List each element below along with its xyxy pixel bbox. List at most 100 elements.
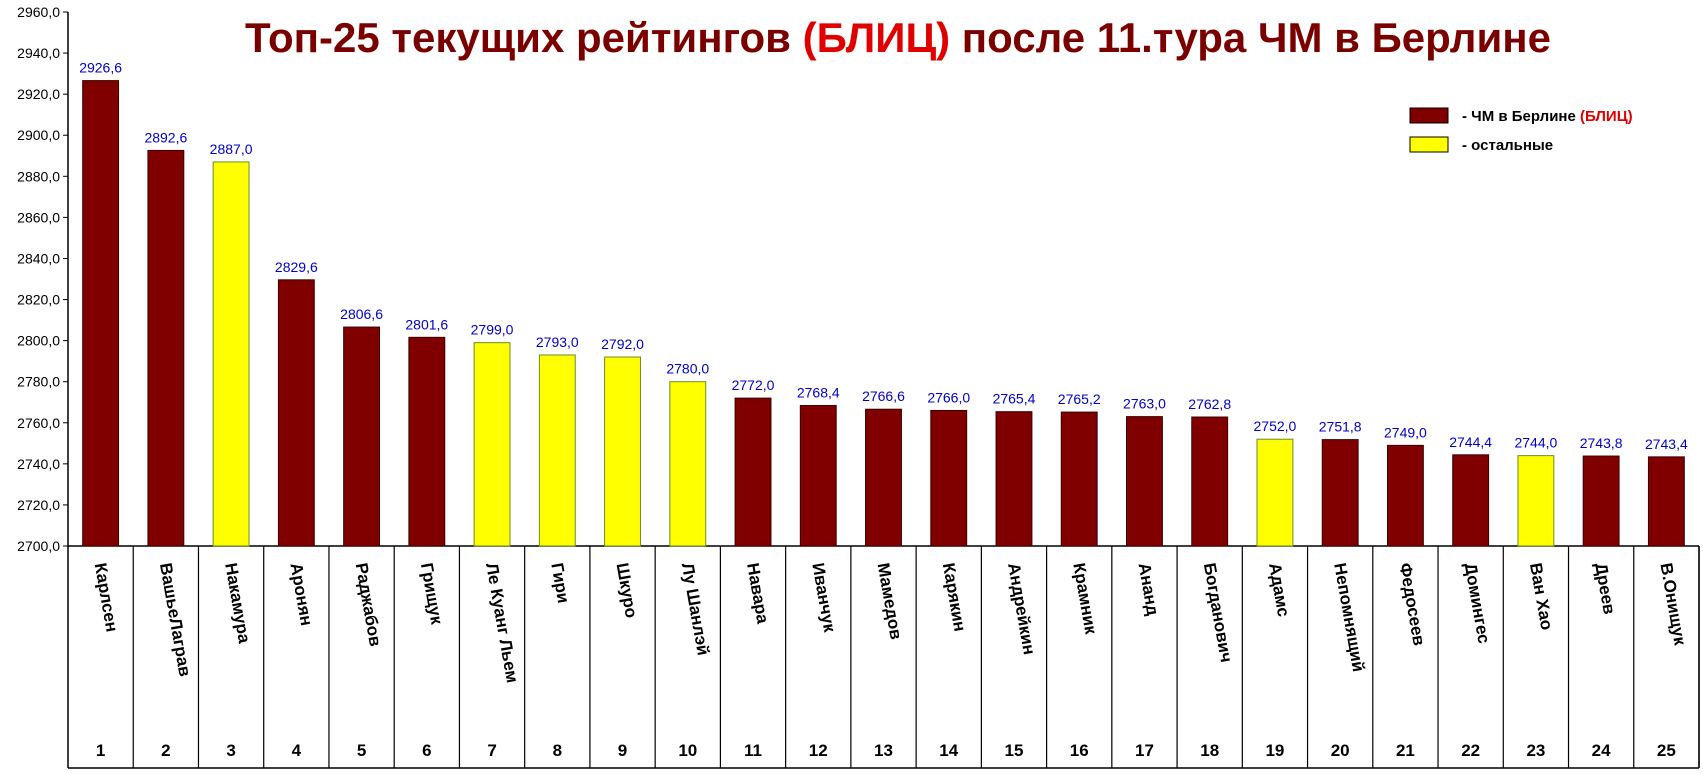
value-label-1: 2926,6 [79, 60, 122, 76]
rank-label-18: 18 [1200, 741, 1219, 760]
value-label-15: 2765,4 [993, 391, 1036, 407]
category-label-19: Адамс [1265, 561, 1293, 618]
y-tick-label: 2740,0 [17, 456, 60, 472]
bar-10 [669, 381, 707, 547]
category-label-16: Крамник [1069, 561, 1100, 636]
rank-label-8: 8 [553, 741, 562, 760]
category-table: Карлсен 1 ВашьеЛаграв 2 Накамура 3 Аронян 4 Радж… [68, 546, 1700, 769]
rank-label-14: 14 [939, 741, 958, 760]
rank-label-22: 22 [1461, 741, 1480, 760]
bar-14 [930, 409, 968, 547]
category-label-9: Шкуро [613, 561, 641, 619]
legend-swatch-others [1409, 136, 1449, 153]
value-label-17: 2763,0 [1123, 396, 1166, 412]
y-tick-label: 2940,0 [17, 45, 60, 61]
bar-6 [408, 336, 446, 547]
y-tick-label: 2880,0 [17, 168, 60, 184]
value-label-11: 2772,0 [732, 377, 775, 393]
legend-accent-berlin: (БЛИЦ) [1580, 108, 1633, 125]
category-label-24: Дреев [1591, 561, 1619, 615]
y-tick-label: 2920,0 [17, 86, 60, 102]
category-label-5: Раджабов [352, 561, 385, 647]
y-tick-label: 2900,0 [17, 127, 60, 143]
bar-2 [147, 149, 185, 547]
legend-text-berlin: - ЧМ в Берлине [1462, 108, 1580, 125]
y-tick-label: 2800,0 [17, 333, 60, 349]
bar-9 [604, 356, 641, 547]
rank-label-15: 15 [1005, 741, 1024, 760]
value-label-2: 2892,6 [144, 129, 187, 145]
value-label-24: 2743,8 [1580, 435, 1623, 451]
bar-5 [343, 326, 381, 547]
rank-label-2: 2 [161, 741, 170, 760]
category-label-10: Лу Шанлэй [678, 561, 713, 656]
rank-label-13: 13 [874, 741, 893, 760]
rank-label-7: 7 [487, 741, 496, 760]
y-tick-label: 2780,0 [17, 374, 60, 390]
category-label-13: Мамедов [874, 561, 906, 641]
bar-1 [82, 80, 120, 547]
legend-label-berlin: - ЧМ в Берлине (БЛИЦ) [1462, 108, 1633, 125]
bar-15 [995, 411, 1033, 547]
category-label-6: Грищук [417, 561, 447, 626]
rank-label-3: 3 [226, 741, 235, 760]
category-label-15: Андрейкин [1004, 561, 1039, 656]
rank-label-17: 17 [1135, 741, 1154, 760]
y-tick-label: 2760,0 [17, 415, 60, 431]
category-label-4: Аронян [286, 561, 316, 627]
bar-25 [1647, 456, 1685, 547]
rank-label-9: 9 [618, 741, 627, 760]
bar-22 [1452, 454, 1490, 547]
chart-title-accent: (БЛИЦ) [803, 14, 950, 61]
value-label-7: 2799,0 [471, 322, 514, 338]
value-label-3: 2887,0 [210, 141, 253, 157]
bar-3 [212, 161, 250, 547]
category-label-21: Федосеев [1395, 561, 1428, 647]
category-label-12: Иванчук [808, 561, 839, 634]
bar-13 [865, 408, 902, 547]
chart-title: Топ-25 текущих рейтингов (БЛИЦ) после 11… [245, 14, 1551, 61]
y-tick-label: 2820,0 [17, 292, 60, 308]
value-label-10: 2780,0 [666, 361, 709, 377]
rank-label-5: 5 [357, 741, 366, 760]
rank-label-21: 21 [1396, 741, 1415, 760]
value-label-4: 2829,6 [275, 259, 318, 275]
value-label-13: 2766,6 [862, 388, 905, 404]
category-label-14: Карякин [939, 561, 970, 633]
bar-23 [1517, 455, 1555, 547]
category-label-20: Непомнящий [1330, 561, 1368, 673]
y-tick-label: 2700,0 [17, 538, 60, 554]
value-label-20: 2751,8 [1319, 419, 1362, 435]
bar-4 [277, 279, 315, 547]
category-label-22: Домингес [1461, 561, 1494, 645]
value-label-18: 2762,8 [1188, 396, 1231, 412]
rank-label-10: 10 [678, 741, 697, 760]
legend: - ЧМ в Берлине (БЛИЦ) - остальные [1409, 107, 1633, 154]
rank-label-19: 19 [1265, 741, 1284, 760]
chart-title-part1: Топ-25 текущих рейтингов [245, 14, 803, 61]
legend-label-others: - остальные [1462, 137, 1553, 154]
bar-16 [1060, 411, 1098, 547]
value-label-12: 2768,4 [797, 385, 840, 401]
value-label-23: 2744,0 [1514, 435, 1557, 451]
category-label-7: Ле Куанг Льем [482, 561, 522, 684]
rank-label-24: 24 [1592, 741, 1611, 760]
rank-label-4: 4 [292, 741, 302, 760]
y-tick-label: 2840,0 [17, 250, 60, 266]
category-label-23: Ван Хао [1526, 561, 1557, 631]
rank-label-23: 23 [1526, 741, 1545, 760]
bar-17 [1126, 416, 1163, 547]
bar-21 [1386, 444, 1424, 547]
y-tick-label: 2720,0 [17, 497, 60, 513]
rank-label-11: 11 [744, 741, 762, 760]
y-tick-label: 2860,0 [17, 209, 60, 225]
value-label-5: 2806,6 [340, 306, 383, 322]
rank-label-6: 6 [422, 741, 431, 760]
value-label-9: 2792,0 [601, 336, 644, 352]
bar-8 [538, 354, 576, 547]
value-label-8: 2793,0 [536, 334, 579, 350]
bars [82, 80, 1685, 547]
category-label-18: Богданович [1200, 561, 1236, 663]
category-label-3: Накамура [221, 561, 254, 645]
